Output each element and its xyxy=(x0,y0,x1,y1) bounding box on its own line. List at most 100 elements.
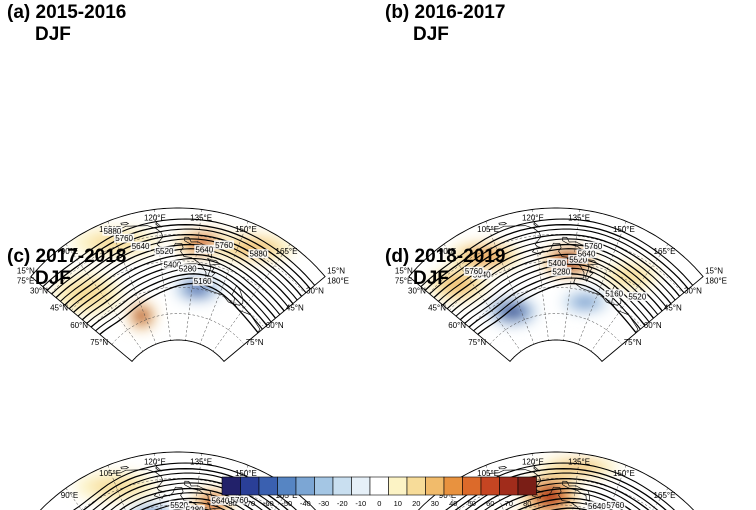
contour-label-box xyxy=(586,501,607,510)
island-outline xyxy=(207,257,221,266)
lon-label: 90°E xyxy=(439,491,456,500)
island-outline xyxy=(528,436,552,447)
lon-label: 135°E xyxy=(568,458,590,467)
lat-label: 60°N xyxy=(266,321,284,330)
coastline xyxy=(111,225,261,334)
contour-label: 5880 xyxy=(250,250,268,259)
colorbar-tick-label: -50 xyxy=(281,499,292,508)
height-contour xyxy=(420,472,693,510)
island-outline xyxy=(150,436,174,447)
contour-label-box xyxy=(248,249,269,259)
lat-label: 60°N xyxy=(644,321,662,330)
lon-label: 75°E xyxy=(395,277,412,286)
panel-b: 15°N 15°N30°N 30°N45°N 45°N60°N 60°N75°N 75°N… xyxy=(385,2,727,363)
meridian-line xyxy=(531,209,549,341)
colorbar-tick-label: -60 xyxy=(263,499,274,508)
contour-label-box xyxy=(604,289,625,299)
colorbar-swatch xyxy=(332,476,352,496)
colorbar-tick-label: 80 xyxy=(523,499,531,508)
height-contour xyxy=(471,282,642,341)
parallel-line xyxy=(428,478,682,510)
contour-label: 5640 xyxy=(132,242,150,251)
lon-label: 120°E xyxy=(522,458,544,467)
panel-b-frame xyxy=(408,207,704,363)
contour-label-box xyxy=(551,267,572,277)
lat-label: 75°N xyxy=(624,338,642,347)
lon-label: 135°E xyxy=(190,458,212,467)
height-contour xyxy=(42,228,315,305)
height-contour xyxy=(424,234,689,308)
colorbar-tick-label: -80 xyxy=(226,499,237,508)
island-outline xyxy=(120,466,130,470)
contour-label-box xyxy=(576,249,597,259)
island-outline xyxy=(498,466,508,470)
meridian-line xyxy=(577,221,627,345)
contour-label-box xyxy=(177,264,198,273)
height-contour xyxy=(56,487,301,510)
island-outline xyxy=(585,265,594,282)
lat-label: 75°N xyxy=(90,338,108,347)
contour-label-box xyxy=(194,244,215,254)
colorbar-swatch xyxy=(443,476,463,496)
contour-label-box xyxy=(102,226,123,236)
height-contour xyxy=(410,218,703,299)
contour-label-box xyxy=(568,254,589,264)
contour-label: 5160 xyxy=(194,277,212,286)
height-contour xyxy=(443,497,670,510)
panel-a-title: (a) 2015-2016 xyxy=(7,2,126,23)
lon-label: 135°E xyxy=(190,214,212,223)
contour-label-box xyxy=(229,495,250,505)
height-contour xyxy=(448,502,665,510)
contour-label-box xyxy=(214,240,234,250)
contour-label: 5760 xyxy=(215,241,233,250)
height-contour xyxy=(429,238,684,312)
meridian-line xyxy=(485,221,535,345)
panel-a-height-contours xyxy=(32,218,325,341)
meridian-line xyxy=(590,243,669,352)
panel-c-grid-labels: 15°N15°N30°N30°N45°N45°N60°N60°N75°N75°N… xyxy=(61,458,298,501)
height-contour xyxy=(61,492,297,510)
colorbar-tick-label: 50 xyxy=(468,499,476,508)
height-contour xyxy=(32,218,325,299)
anomaly-blob xyxy=(504,306,521,316)
contour-label: 5520 xyxy=(628,293,646,302)
height-contour xyxy=(420,228,693,305)
contour-label: 5280 xyxy=(179,265,197,274)
lon-label: 105°E xyxy=(477,225,499,234)
height-contour xyxy=(93,282,264,341)
contour-label-box xyxy=(583,241,604,251)
meridian-line xyxy=(563,209,581,341)
lon-label: 150°E xyxy=(235,469,257,478)
height-contour xyxy=(37,468,320,510)
meridian-line xyxy=(199,221,249,345)
colorbar-swatch xyxy=(388,476,408,496)
height-contour xyxy=(443,253,670,322)
panel-c-season: DJF xyxy=(35,268,71,289)
height-contour xyxy=(55,243,301,315)
lat-label: 45°N xyxy=(286,304,304,313)
lat-label: 45°N xyxy=(664,304,682,313)
panel-b-grid-labels: 15°N 15°N30°N 30°N45°N 45°N60°N 60°N75°N 75°N… xyxy=(395,214,727,347)
parallel-line xyxy=(489,313,622,345)
colorbar-swatch xyxy=(277,476,297,496)
lon-label: 150°E xyxy=(613,225,635,234)
meridian-line xyxy=(212,243,291,352)
meridian-line xyxy=(65,243,144,352)
panel-b-title: (b) 2016-2017 xyxy=(385,2,505,23)
lon-label: 90°E xyxy=(439,247,456,256)
lon-label: 75°E xyxy=(17,277,34,286)
panel-a: 15°N 15°N30°N 30°N45°N 45°N60°N 60°N75°N 75°N… xyxy=(7,2,349,363)
colorbar-tick-label: -10 xyxy=(355,499,366,508)
lat-label: 75°N xyxy=(246,338,264,347)
colorbar-tick-label: 60 xyxy=(486,499,494,508)
lat-label: 45°N xyxy=(428,304,446,313)
panel-d-season: DJF xyxy=(413,268,449,289)
colorbar-swatch xyxy=(314,476,334,496)
colorbar-swatch xyxy=(240,476,260,496)
contour-label: 5760 xyxy=(585,242,603,251)
height-contour xyxy=(65,253,292,322)
anomaly-blob xyxy=(575,298,595,307)
contour-label: 5760 xyxy=(606,501,624,510)
contour-label: 5280 xyxy=(186,506,204,510)
